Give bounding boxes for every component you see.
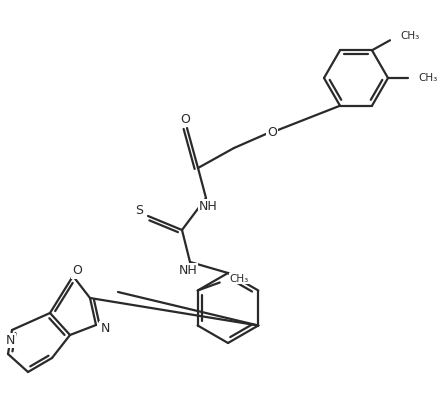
Text: N: N xyxy=(100,322,110,335)
Text: N: N xyxy=(5,333,15,346)
Text: S: S xyxy=(135,203,143,216)
Text: O: O xyxy=(180,113,190,126)
Text: CH₃: CH₃ xyxy=(230,273,249,284)
Text: NH: NH xyxy=(198,199,217,212)
Text: CH₃: CH₃ xyxy=(418,73,437,83)
Text: O: O xyxy=(72,264,82,277)
Text: O: O xyxy=(267,126,277,139)
Text: CH₃: CH₃ xyxy=(400,31,419,41)
Text: NH: NH xyxy=(179,264,198,277)
